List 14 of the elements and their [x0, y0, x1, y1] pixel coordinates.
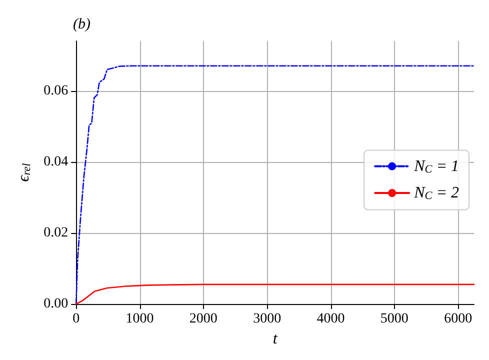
x-tick-label: 3000 — [253, 312, 282, 326]
x-tick-label: 0 — [72, 312, 80, 326]
y-tick-label: 0.06 — [44, 83, 68, 98]
x-tick-label: 4000 — [316, 312, 345, 326]
y-tick-label: 0.00 — [44, 296, 68, 312]
chart-title: (b) — [73, 16, 90, 32]
x-axis-title: t — [272, 330, 278, 348]
x-tick-label: 5000 — [380, 312, 408, 326]
y-tick-label: 0.02 — [44, 225, 68, 240]
x-tick-label: 6000 — [444, 312, 472, 326]
y-tick-label: 0.04 — [44, 154, 68, 170]
y-axis-title: ϵrel — [16, 163, 34, 182]
x-tick-label: 2000 — [189, 312, 218, 326]
x-tick-label: 1000 — [126, 312, 154, 326]
